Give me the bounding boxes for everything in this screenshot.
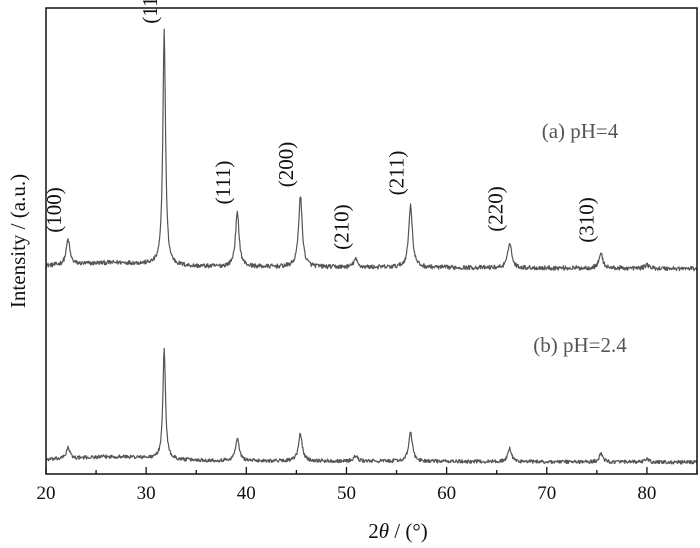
series-line-ph-4 [45, 28, 698, 272]
series-label-ph-4: (a) pH=4 [542, 119, 619, 143]
series-label-ph-2-4: (b) pH=2.4 [533, 333, 627, 357]
x-axis-title-part-1: 2 [368, 519, 379, 543]
x-tick-label: 80 [637, 483, 656, 504]
x-axis-title-part-3: / (°) [389, 519, 428, 543]
x-axis-title-part-2: θ [379, 519, 389, 543]
x-tick-label: 30 [137, 483, 156, 504]
peak-label: (200) [274, 142, 298, 188]
series-layer [45, 28, 698, 465]
x-axis-ticks: 20 30 40 50 60 70 80 [37, 467, 698, 504]
peak-label: (310) [575, 197, 599, 243]
series-labels: (a) pH=4 (b) pH=2.4 [533, 119, 627, 357]
x-tick-label: 40 [237, 483, 256, 504]
x-axis-title: 2θ / (°) [368, 519, 428, 543]
peak-label: (110) [138, 0, 162, 24]
peak-label: (220) [484, 186, 508, 232]
y-axis-title: Intensity / (a.u.) [6, 174, 30, 308]
x-tick-label: 70 [537, 483, 556, 504]
peak-label: (111) [211, 161, 235, 205]
x-tick-label: 60 [437, 483, 456, 504]
peak-annotations: (100) (110) (111) (200) (210) (211) (220) (310) [42, 0, 599, 250]
peak-label: (100) [42, 187, 66, 233]
x-tick-label: 20 [37, 483, 56, 504]
peak-label: (210) [329, 204, 353, 250]
series-line-ph-2-4 [45, 347, 698, 465]
x-tick-label: 50 [337, 483, 356, 504]
plot-frame [45, 7, 698, 475]
peak-label: (211) [384, 151, 408, 196]
